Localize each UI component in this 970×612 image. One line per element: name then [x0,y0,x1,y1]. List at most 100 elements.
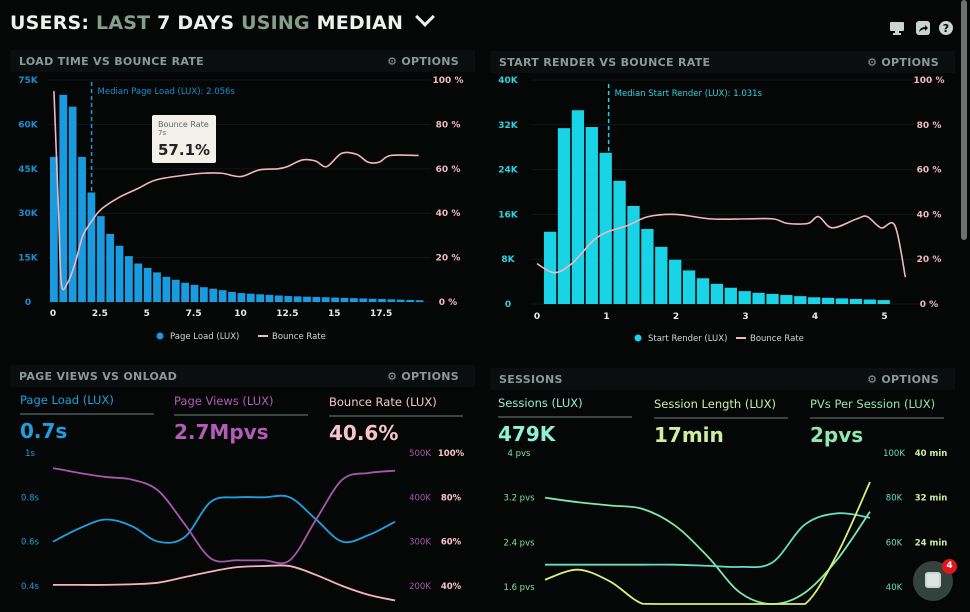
histogram-bar [359,298,368,302]
y-left-tick-label: 30K [18,209,39,219]
histogram-bar [265,294,274,302]
histogram-bar [585,127,598,304]
histogram-bar [200,287,208,302]
options-button[interactable]: ⚙ OPTIONS [387,370,459,383]
y-right-tick-label: 300K [409,538,431,548]
y-left-tick-label: 0.6s [21,538,40,548]
y-right-tick-label: 100K [883,449,905,459]
series-line [52,494,396,544]
y-right-tick-label: 100 % [914,76,945,86]
series-line [544,481,871,605]
histogram-bar [237,293,246,302]
y-right-tick-label: 20 % [917,255,942,265]
scrollbar[interactable] [961,0,967,240]
y-left-tick-label: 1s [25,449,35,459]
metric-bounce-rate: Bounce Rate (LUX) 40.6% [329,395,463,445]
y-left-tick-label: 2.4 pvs [503,538,535,548]
metric-session-length: Session Length (LUX) 17min [654,397,788,447]
x-tick-label: 2 [673,312,679,322]
page-title[interactable]: USERS: LAST 7 DAYS USING MEDIAN [10,7,435,34]
histogram-bar [143,267,152,302]
legend-label-line: Bounce Rate [750,334,804,344]
options-button[interactable]: ⚙ OPTIONS [387,55,459,68]
histogram-bar [153,272,161,302]
x-tick-label: 17.5 [370,309,392,319]
x-tick-label: 15 [328,309,341,319]
y-right-tick-label: 40% [441,582,462,592]
histogram-bar [655,246,668,304]
histogram-bar [59,94,68,302]
legend-label-bars: Page Load (LUX) [170,332,239,342]
metric-page-views: Page Views (LUX) 2.7Mpvs [174,394,308,444]
y-right-tick-label: 100% [438,449,465,459]
help-icon[interactable]: ? [938,20,954,36]
histogram-bar [125,256,133,302]
histogram-bar [738,291,751,304]
chevron-down-icon[interactable] [415,7,435,27]
histogram-bar [613,180,626,304]
options-button[interactable]: ⚙ OPTIONS [867,373,939,386]
x-tick-label: 0 [534,312,540,322]
histogram-bar [877,300,890,304]
metric-pvs-per-session: PVs Per Session (LUX) 2pvs [810,397,944,447]
x-tick-label: 1 [603,312,609,322]
histogram-bar [724,287,737,304]
panel-header-page-views: PAGE VIEWS VS ONLOAD ⚙ OPTIONS [10,365,475,387]
x-tick-label: 5 [144,309,150,319]
panel-title: START RENDER VS BOUNCE RATE [499,56,711,69]
legend-label-bars: Start Render (LUX) [648,334,727,344]
y-left-tick-label: 16K [498,210,519,220]
histogram-bar [849,298,863,304]
metric-page-load: Page Load (LUX) 0.7s [20,393,154,443]
histogram-bar [181,282,190,302]
y-right-tick-label: 40 % [917,210,942,220]
y-right-tick-label: 80 % [917,121,942,131]
y-left-tick-label: 32K [498,121,519,131]
histogram-bar [209,288,218,302]
x-tick-label: 0 [50,309,56,319]
y-right-tick-label: 0 % [920,300,938,310]
histogram-bar [340,297,349,302]
y-left-tick-label: 8K [501,255,515,265]
histogram-bar [87,192,96,302]
y-left-tick-label: 1.6 pvs [503,583,535,593]
histogram-bar [780,295,793,304]
panel-title: LOAD TIME VS BOUNCE RATE [19,55,204,68]
y-right-tick-label: 40 % [436,209,461,219]
y-right-tick-label: 40 min [915,449,948,459]
y-left-tick-label: 0 [25,298,31,308]
y-right-tick-label: 24 min [915,538,948,548]
options-button[interactable]: ⚙ OPTIONS [867,56,939,69]
monitor-icon[interactable] [889,20,905,36]
histogram-bar [710,283,724,304]
y-right-tick-label: 200K [409,582,431,592]
y-left-tick-label: 40K [498,76,519,86]
histogram-bar [96,216,105,302]
y-right-tick-label: 60 % [436,165,461,175]
median-label: Median Page Load (LUX): 2.056s [98,87,236,97]
y-left-tick-label: 15K [18,254,39,264]
histogram-bar [696,278,710,304]
y-right-tick-label: 0 % [439,298,457,308]
histogram-bar [396,299,405,302]
panel-header-start-render: START RENDER VS BOUNCE RATE ⚙ OPTIONS [490,51,955,73]
y-left-tick-label: 45K [18,165,39,175]
x-tick-label: 2.5 [92,309,108,319]
histogram-bar [415,300,424,302]
chat-icon [925,572,941,588]
metric-sessions: Sessions (LUX) 479K [498,396,632,446]
histogram-bar [256,294,265,302]
series-line [52,467,396,565]
notification-badge: 4 [942,559,957,574]
y-right-tick-label: 400K [409,493,431,503]
histogram-bar [557,128,571,304]
histogram-bar [106,233,115,302]
panel-header-sessions: SESSIONS ⚙ OPTIONS [490,368,955,390]
histogram-bar [863,299,876,304]
histogram-bar [321,297,330,302]
share-icon[interactable] [915,20,931,36]
y-right-tick-label: 60 % [917,166,942,176]
